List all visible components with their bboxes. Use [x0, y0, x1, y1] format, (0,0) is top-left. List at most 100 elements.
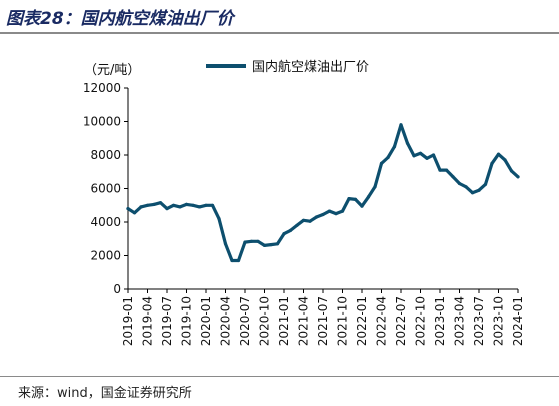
x-tick-label: 2022-10: [414, 296, 428, 346]
data-point: [490, 161, 494, 165]
x-tick-label: 2023-10: [492, 296, 506, 346]
data-point: [145, 203, 150, 207]
x-axis-ticks: 2019-01 2019-04 2019-07 2019-10 2020-01 2020-…: [121, 289, 525, 346]
data-point: [438, 168, 442, 172]
source-note: 来源：wind，国金证券研究所: [18, 386, 192, 401]
title-divider: [0, 32, 559, 34]
data-point: [282, 232, 286, 236]
data-point: [386, 155, 390, 160]
line-chart: （元/吨） 国内航空煤油出厂价 0 2000 4000 6000 8000 10000 12…: [83, 59, 525, 346]
x-tick-label: 2022-07: [394, 296, 408, 346]
x-tick-label: 2020-01: [199, 296, 213, 346]
data-point: [353, 197, 358, 201]
data-point: [444, 168, 449, 172]
x-tick-label: 2019-04: [141, 296, 155, 346]
x-tick-label: 2021-01: [277, 296, 291, 346]
data-point: [457, 181, 462, 186]
y-tick-label: 8000: [90, 148, 121, 162]
data-point: [392, 145, 397, 149]
data-point: [210, 203, 215, 207]
x-tick-label: 2020-07: [238, 296, 252, 346]
data-point: [334, 212, 338, 216]
chart-title: 图表28：国内航空煤油出厂价: [6, 9, 234, 29]
data-point: [399, 123, 403, 127]
data-point: [288, 228, 293, 232]
x-tick-label: 2023-01: [433, 296, 447, 346]
data-point: [295, 223, 299, 227]
data-point: [204, 203, 208, 207]
data-point: [470, 191, 475, 195]
data-point: [191, 203, 195, 207]
x-tick-label: 2019-07: [160, 296, 174, 346]
x-tick-label: 2022-04: [375, 296, 389, 346]
data-point: [184, 202, 189, 206]
x-tick-label: 2020-10: [258, 296, 272, 346]
data-point: [249, 239, 254, 243]
y-axis-ticks: 0 2000 4000 6000 8000 10000 12000: [83, 81, 128, 296]
y-unit-label: （元/吨）: [84, 63, 140, 78]
data-point: [152, 202, 156, 206]
data-point: [373, 185, 377, 189]
data-point: [431, 153, 436, 157]
x-tick-label: 2023-04: [453, 296, 467, 346]
data-point: [516, 175, 520, 179]
data-point: [509, 169, 514, 173]
data-point: [132, 211, 137, 215]
x-tick-label: 2021-04: [297, 296, 311, 346]
data-point: [262, 243, 267, 247]
x-tick-label: 2019-01: [121, 296, 135, 346]
data-point: [464, 185, 468, 189]
x-tick-label: 2023-07: [472, 296, 486, 346]
data-point: [223, 242, 228, 246]
x-tick-label: 2022-01: [355, 296, 369, 346]
data-point: [269, 243, 273, 247]
data-point: [418, 151, 423, 155]
data-point: [230, 258, 234, 263]
y-tick-label: 4000: [90, 215, 121, 229]
data-point: [451, 175, 455, 179]
x-tick-label: 2024-01: [511, 296, 525, 346]
axes: [127, 88, 518, 290]
data-point: [327, 209, 332, 213]
data-point: [379, 161, 384, 165]
series-line-0: [126, 123, 520, 263]
x-tick-label: 2019-10: [180, 296, 194, 346]
data-point: [236, 258, 241, 263]
data-point: [412, 154, 416, 158]
data-point: [171, 203, 176, 207]
x-tick-label: 2020-04: [219, 296, 233, 346]
data-point: [340, 209, 345, 213]
data-point: [308, 219, 312, 223]
legend-label: 国内航空煤油出厂价: [252, 59, 369, 75]
data-point: [243, 240, 247, 244]
data-point: [483, 182, 488, 186]
y-tick-label: 10000: [83, 115, 121, 129]
data-point: [275, 242, 280, 246]
data-point: [503, 158, 507, 162]
legend: 国内航空煤油出厂价: [206, 59, 369, 75]
footer-divider: [0, 376, 559, 377]
data-point: [165, 207, 169, 211]
x-tick-label: 2021-07: [316, 296, 330, 346]
data-point: [405, 141, 410, 145]
x-tick-label: 2021-10: [336, 296, 350, 346]
y-tick-label: 0: [113, 282, 121, 296]
data-point: [139, 205, 143, 209]
data-point: [496, 152, 501, 156]
data-point: [158, 201, 163, 205]
data-point: [301, 218, 306, 222]
data-point: [197, 205, 202, 209]
series-group: [126, 123, 520, 263]
data-point: [425, 156, 429, 160]
data-point: [347, 197, 351, 201]
data-point: [256, 239, 260, 243]
data-point: [314, 215, 319, 219]
y-tick-label: 12000: [83, 81, 121, 95]
data-point: [178, 205, 182, 209]
data-point: [126, 207, 130, 211]
data-point: [477, 188, 481, 192]
y-tick-label: 6000: [90, 182, 121, 196]
y-tick-label: 2000: [90, 249, 121, 263]
data-point: [360, 204, 364, 208]
data-point: [217, 217, 221, 221]
